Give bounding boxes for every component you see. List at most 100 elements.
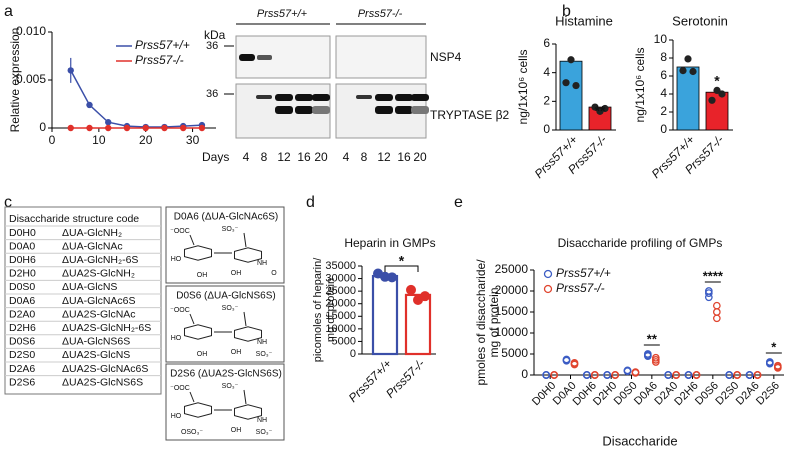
structure-code: D0S6 [9, 336, 35, 348]
y-tick-label: 15000 [325, 310, 356, 322]
structure-code: D2S6 [9, 376, 35, 388]
atom-label: SO₃⁻ [256, 351, 273, 358]
y-tick-label: 20000 [495, 283, 529, 297]
structure-code: D2S0 [9, 349, 35, 361]
y-tick-label: 10000 [325, 323, 356, 335]
sugar-ring [233, 247, 263, 263]
legend-label: Prss57+/+ [135, 38, 190, 52]
day-label: 12 [377, 150, 391, 164]
band-label: TRYPTASE β2 [430, 108, 509, 122]
atom-label: HO [171, 335, 182, 342]
bond [189, 313, 195, 325]
panel-letter: c [4, 194, 12, 211]
data-point [689, 67, 697, 76]
atom-label: OH [231, 270, 242, 277]
data-point [591, 103, 599, 111]
y-tick-label: 0 [350, 348, 356, 360]
atom-label: ⁻OOC [170, 385, 190, 392]
structure-name: ΔUA-GlcNAc6S [62, 295, 136, 307]
table-header: Disaccharide structure code [9, 213, 139, 225]
atom-label: SO₃⁻ [222, 226, 239, 233]
panel-letter: d [306, 194, 315, 211]
category-label: Prss57+/+ [346, 356, 395, 405]
y-axis-label: ng/1x10⁶ cells [633, 48, 647, 123]
bar [588, 106, 612, 131]
day-label: 4 [343, 150, 350, 164]
data-point [542, 371, 551, 379]
y-axis-label: Relative expression [8, 28, 22, 133]
x-tick-label: 30 [186, 133, 200, 147]
band [375, 94, 393, 101]
y-tick-label: 0 [543, 122, 550, 136]
structure-box [165, 206, 285, 284]
data-point [704, 289, 713, 297]
data-point [198, 124, 206, 132]
band [411, 94, 429, 101]
bond [243, 311, 247, 327]
structure-code: D0A6 [9, 295, 35, 307]
structure-code: D2A6 [9, 363, 35, 375]
data-point [67, 67, 74, 74]
day-label: 4 [243, 150, 250, 164]
data-point [679, 67, 687, 75]
data-point [733, 371, 742, 379]
data-point [123, 124, 131, 132]
band [275, 106, 293, 114]
data-point [590, 371, 599, 379]
data-point [623, 366, 632, 375]
data-point [765, 359, 774, 368]
band [295, 106, 313, 114]
table-frame [4, 206, 162, 395]
band [295, 94, 313, 101]
chart-title: Serotonin [672, 13, 728, 28]
data-point [567, 56, 575, 64]
data-point [712, 301, 721, 310]
sugar-ring [183, 324, 213, 340]
bar [705, 91, 729, 131]
structure-box [165, 363, 285, 441]
data-point [672, 371, 681, 379]
genotype-header: Prss57+/+ [257, 8, 308, 20]
y-tick-label: 6 [660, 68, 667, 82]
data-point [142, 124, 149, 132]
series-line [70, 70, 202, 128]
structure-code: D2A0 [9, 308, 35, 320]
atom-label: OSO₃⁻ [181, 429, 203, 436]
data-point [406, 284, 416, 295]
data-point [570, 360, 579, 369]
data-point [86, 124, 93, 132]
bar [559, 60, 583, 131]
bond [189, 234, 195, 246]
legend-marker [543, 269, 553, 279]
band [395, 106, 413, 114]
y-tick-label: 0 [660, 122, 667, 136]
band [312, 106, 330, 114]
x-tick-label: 10 [92, 133, 106, 147]
structure-name: ΔUA2S-GlcNH₂-6S [62, 322, 151, 334]
atom-label: ⁻OOC [170, 307, 190, 314]
band-label: NSP4 [430, 50, 462, 64]
data-point [86, 101, 93, 109]
data-point [562, 79, 570, 87]
structure-title: D2S6 (ΔUA2S-GlcNS6S) [170, 369, 282, 380]
y-tick-label: 4 [660, 86, 667, 100]
band [395, 94, 413, 101]
atom-label: NH [257, 417, 267, 424]
atom-label: SO₃⁻ [222, 305, 239, 312]
structure-name: ΔUA-GlcNH₂-6S [62, 254, 138, 266]
structure-code: D2H0 [9, 268, 36, 280]
days-label: Days [202, 150, 229, 164]
significance-bracket [384, 265, 419, 272]
panel-letter: a [4, 3, 13, 20]
structure-name: ΔUA2S-GlcNS6S [62, 376, 143, 388]
x-axis-label: Disaccharide [602, 433, 677, 448]
day-label: 8 [261, 150, 268, 164]
data-point [582, 371, 591, 379]
y-axis-label: mg of protein [325, 278, 337, 342]
data-point [651, 358, 660, 366]
structure-code: D0S0 [9, 281, 35, 293]
band [356, 95, 372, 99]
y-tick-label: 0 [39, 120, 46, 134]
atom-label: O [271, 270, 277, 277]
significance: * [714, 73, 720, 89]
